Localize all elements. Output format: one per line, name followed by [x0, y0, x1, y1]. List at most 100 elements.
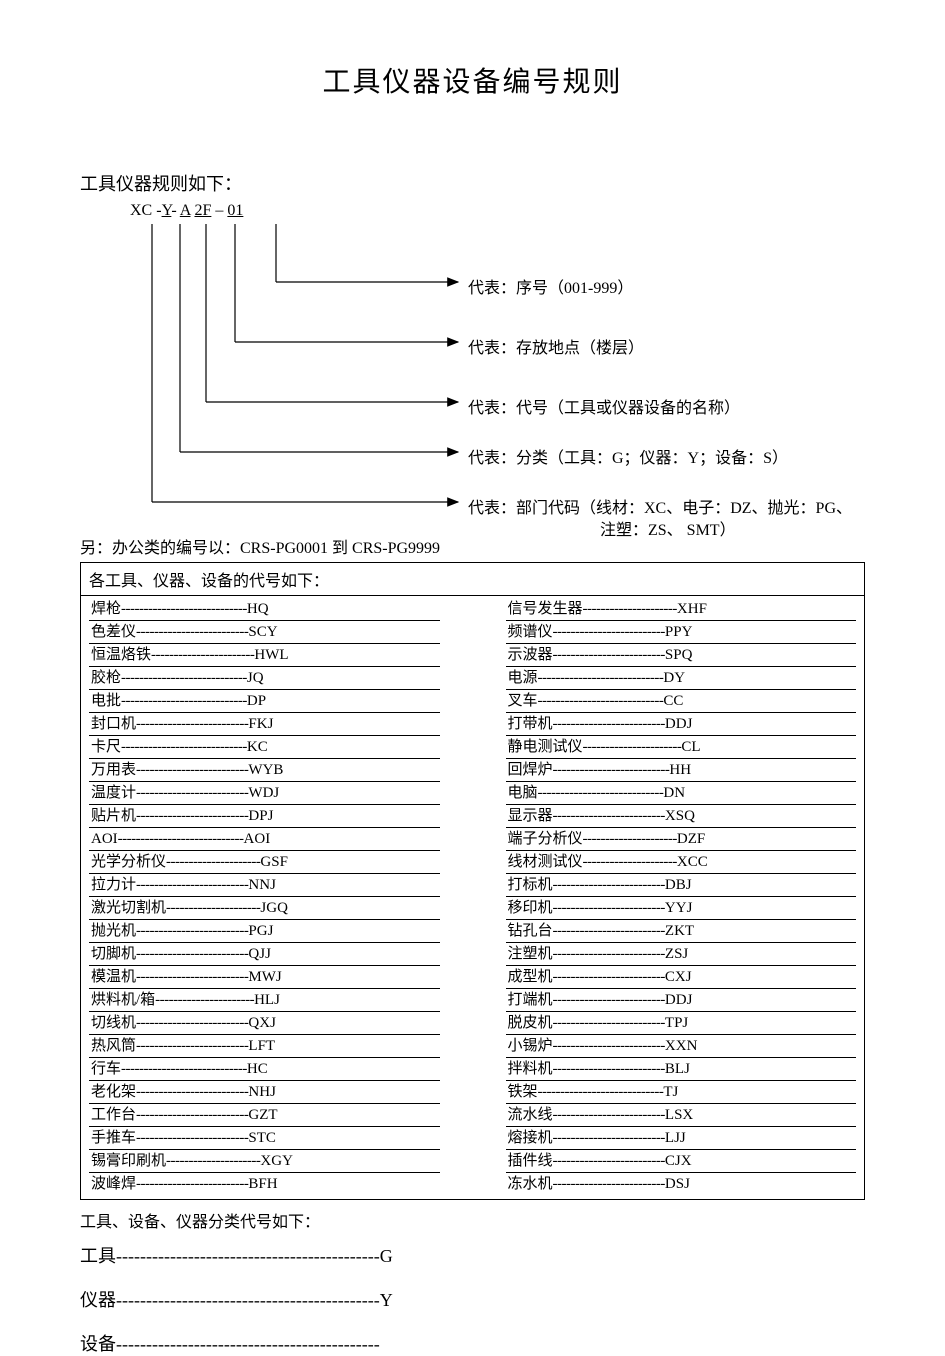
- code-breakdown-diagram: 代表：序号（001-999）代表：存放地点（楼层）代表：代号（工具或仪器设备的名…: [80, 224, 865, 524]
- entry-label: 打标机: [508, 877, 553, 893]
- class-label: 设备: [80, 1334, 116, 1354]
- entry-code: TJ: [663, 1084, 678, 1100]
- entry-code: YYJ: [665, 900, 693, 916]
- code-entry: 工作台-------------------------GZT: [89, 1104, 440, 1127]
- entry-dashes: -------------------------: [136, 969, 248, 985]
- class-heading: 工具、设备、仪器分类代号如下：: [80, 1208, 865, 1232]
- legend-text: 代表：分类（工具：G；仪器：Y；设备：S）: [468, 444, 788, 468]
- entry-label: 波峰焊: [91, 1176, 136, 1192]
- entry-code: XSQ: [665, 808, 695, 824]
- class-line: 设备--------------------------------------…: [80, 1330, 865, 1356]
- entry-code: HWL: [254, 647, 288, 663]
- rule-heading: 工具仪器规则如下：: [80, 170, 865, 196]
- entry-label: 激光切割机: [91, 900, 166, 916]
- entry-code: JQ: [247, 670, 264, 686]
- entry-dashes: -------------------------: [136, 1130, 248, 1146]
- code-entry: 老化架-------------------------NHJ: [89, 1081, 440, 1104]
- entry-label: 电源: [508, 670, 538, 686]
- entry-code: DBJ: [665, 877, 692, 893]
- entry-label: 插件线: [508, 1153, 553, 1169]
- entry-label: 切线机: [91, 1015, 136, 1031]
- entry-dashes: ----------------------: [155, 992, 254, 1008]
- code-entry: 胶枪----------------------------JQ: [89, 667, 440, 690]
- entry-dashes: -------------------------: [553, 1038, 665, 1054]
- entry-label: 线材测试仪: [508, 854, 583, 870]
- entry-code: GZT: [248, 1107, 277, 1123]
- entry-label: 锡膏印刷机: [91, 1153, 166, 1169]
- table-gap: [448, 596, 498, 1199]
- code-entry: 静电测试仪----------------------CL: [506, 736, 857, 759]
- entry-dashes: -------------------------: [553, 877, 665, 893]
- entry-label: 铁架: [508, 1084, 538, 1100]
- entry-label: 电脑: [508, 785, 538, 801]
- code-entry: 钻孔台-------------------------ZKT: [506, 920, 857, 943]
- code-entry: 激光切割机---------------------JGQ: [89, 897, 440, 920]
- entry-code: AOI: [244, 831, 271, 847]
- entry-dashes: -------------------------: [136, 785, 248, 801]
- code-entry: 显示器-------------------------XSQ: [506, 805, 857, 828]
- entry-label: 光学分析仪: [91, 854, 166, 870]
- code-entry: 线材测试仪---------------------XCC: [506, 851, 857, 874]
- entry-code: ZKT: [665, 923, 694, 939]
- entry-dashes: -------------------------: [136, 1084, 248, 1100]
- entry-code: NNJ: [248, 877, 276, 893]
- code-entry: 注塑机-------------------------ZSJ: [506, 943, 857, 966]
- entry-code: LFT: [248, 1038, 275, 1054]
- entry-dashes: -------------------------: [553, 900, 665, 916]
- entry-code: CC: [663, 693, 683, 709]
- entry-dashes: -------------------------: [136, 762, 248, 778]
- entry-dashes: ---------------------: [583, 831, 677, 847]
- entry-dashes: -------------------------: [553, 992, 665, 1008]
- code-entry: 端子分析仪---------------------DZF: [506, 828, 857, 851]
- entry-code: XCC: [677, 854, 708, 870]
- entry-code: PGJ: [248, 923, 273, 939]
- entry-label: 示波器: [508, 647, 553, 663]
- entry-label: 拉力计: [91, 877, 136, 893]
- code-table: 各工具、仪器、设备的代号如下： 焊枪----------------------…: [80, 562, 865, 1200]
- entry-code: DZF: [677, 831, 705, 847]
- entry-code: GSF: [260, 854, 288, 870]
- code-entry: 打带机-------------------------DDJ: [506, 713, 857, 736]
- legend-text: 代表：代号（工具或仪器设备的名称）: [468, 394, 740, 418]
- entry-code: DP: [247, 693, 266, 709]
- page-title: 工具仪器设备编号规则: [80, 60, 865, 100]
- entry-label: 行车: [91, 1061, 121, 1077]
- entry-label: 冻水机: [508, 1176, 553, 1192]
- entry-code: NHJ: [248, 1084, 276, 1100]
- code-entry: 打标机-------------------------DBJ: [506, 874, 857, 897]
- entry-label: 回焊炉: [508, 762, 553, 778]
- entry-dashes: -------------------------: [553, 1130, 665, 1146]
- entry-label: AOI: [91, 831, 118, 847]
- code-example: XC -Y- A 2F – 01: [130, 202, 865, 220]
- entry-code: KC: [247, 739, 268, 755]
- entry-code: HLJ: [254, 992, 280, 1008]
- code-entry: 示波器-------------------------SPQ: [506, 644, 857, 667]
- code-entry: 叉车----------------------------CC: [506, 690, 857, 713]
- entry-code: DDJ: [665, 716, 693, 732]
- class-line: 工具--------------------------------------…: [80, 1242, 865, 1268]
- code-entry: 焊枪----------------------------HQ: [89, 598, 440, 621]
- code-entry: 切脚机-------------------------QJJ: [89, 943, 440, 966]
- entry-dashes: -------------------------: [553, 1176, 665, 1192]
- entry-dashes: ---------------------: [166, 900, 260, 916]
- entry-code: HC: [247, 1061, 268, 1077]
- code-entry: 恒温烙铁-----------------------HWL: [89, 644, 440, 667]
- entry-dashes: ----------------------: [583, 739, 682, 755]
- code-entry: 切线机-------------------------QXJ: [89, 1012, 440, 1035]
- entry-code: WDJ: [248, 785, 279, 801]
- class-dashes: ----------------------------------------…: [116, 1334, 380, 1354]
- entry-dashes: -------------------------: [136, 1176, 248, 1192]
- code-entry: 拉力计-------------------------NNJ: [89, 874, 440, 897]
- entry-dashes: ----------------------------: [118, 831, 244, 847]
- entry-label: 工作台: [91, 1107, 136, 1123]
- code-entry: 热风筒-------------------------LFT: [89, 1035, 440, 1058]
- entry-code: DN: [663, 785, 685, 801]
- entry-label: 打带机: [508, 716, 553, 732]
- entry-code: LJJ: [665, 1130, 686, 1146]
- code-entry: 锡膏印刷机---------------------XGY: [89, 1150, 440, 1173]
- entry-dashes: -------------------------: [553, 1015, 665, 1031]
- entry-label: 模温机: [91, 969, 136, 985]
- legend-text: 代表：部门代码（线材：XC、电子：DZ、抛光：PG、: [468, 494, 852, 518]
- entry-code: DY: [663, 670, 685, 686]
- code-entry: 拌料机-------------------------BLJ: [506, 1058, 857, 1081]
